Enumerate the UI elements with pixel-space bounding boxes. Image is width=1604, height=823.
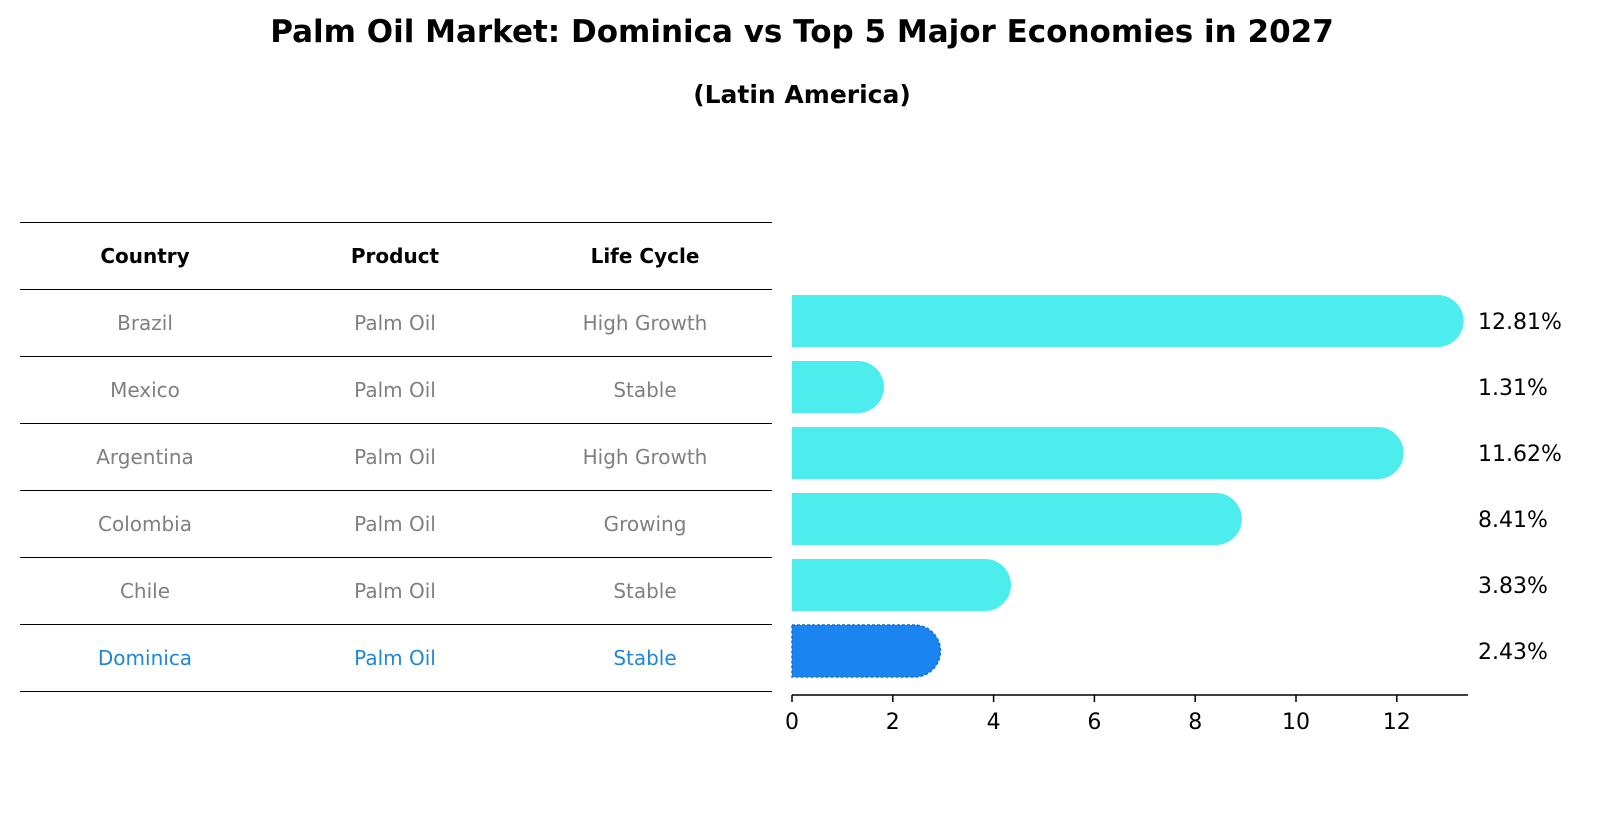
bar xyxy=(792,295,1464,347)
bar-value-label: 12.81% xyxy=(1478,310,1562,335)
cell-country: Argentina xyxy=(96,445,194,469)
cell-country: Brazil xyxy=(117,311,173,335)
bar-value-label: 11.62% xyxy=(1478,442,1562,467)
market-table: Country Product Life Cycle Brazil Palm O… xyxy=(20,222,772,692)
table-row: Mexico Palm Oil Stable xyxy=(20,356,772,423)
x-tick-label: 8 xyxy=(1188,710,1202,735)
cell-product: Palm Oil xyxy=(354,445,436,469)
table-row: Chile Palm Oil Stable xyxy=(20,557,772,624)
cell-life-cycle: Growing xyxy=(603,512,687,536)
cell-country: Colombia xyxy=(98,512,192,536)
cell-product: Palm Oil xyxy=(354,311,436,335)
x-tick-label: 2 xyxy=(886,710,900,735)
bar-value-label: 2.43% xyxy=(1478,640,1548,665)
chart-title: Palm Oil Market: Dominica vs Top 5 Major… xyxy=(270,14,1334,50)
cell-product: Palm Oil xyxy=(354,646,436,670)
cell-product: Palm Oil xyxy=(354,579,436,603)
bar xyxy=(792,559,1012,611)
bar-value-label: 3.83% xyxy=(1478,574,1548,599)
table-row: Colombia Palm Oil Growing xyxy=(20,490,772,557)
x-tick-label: 10 xyxy=(1282,710,1310,735)
x-tick-label: 0 xyxy=(785,710,799,735)
bar xyxy=(792,361,885,413)
header-product: Product xyxy=(350,244,440,268)
cell-country: Chile xyxy=(119,579,171,603)
bar-highlight xyxy=(791,624,942,678)
bar xyxy=(792,427,1404,479)
x-tick-label: 6 xyxy=(1087,710,1101,735)
table-header-row: Country Product Life Cycle xyxy=(20,222,772,289)
table-row: Argentina Palm Oil High Growth xyxy=(20,423,772,490)
cell-life-cycle: Stable xyxy=(613,579,677,603)
cell-country: Mexico xyxy=(110,378,180,402)
cell-product: Palm Oil xyxy=(354,378,436,402)
cell-life-cycle: High Growth xyxy=(582,445,708,469)
cell-life-cycle: Stable xyxy=(613,646,677,670)
x-tick-label: 12 xyxy=(1383,710,1411,735)
header-country: Country xyxy=(100,244,190,268)
bar-value-label: 8.41% xyxy=(1478,508,1548,533)
bar xyxy=(792,493,1242,545)
table-row: Brazil Palm Oil High Growth xyxy=(20,289,772,356)
cell-country: Dominica xyxy=(97,646,193,670)
cell-product: Palm Oil xyxy=(354,512,436,536)
cell-life-cycle: Stable xyxy=(613,378,677,402)
x-tick-label: 4 xyxy=(987,710,1001,735)
cell-life-cycle: High Growth xyxy=(582,311,708,335)
table-row-highlight: Dominica Palm Oil Stable xyxy=(20,624,772,692)
chart-subtitle: (Latin America) xyxy=(693,80,911,109)
header-life-cycle: Life Cycle xyxy=(590,244,700,268)
bar-value-label: 1.31% xyxy=(1478,376,1548,401)
